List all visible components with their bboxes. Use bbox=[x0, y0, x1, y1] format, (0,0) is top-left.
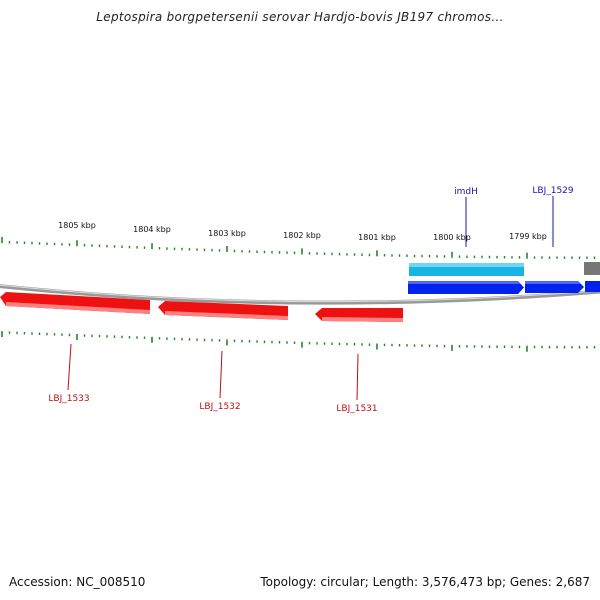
gene-next-forward-arrow[interactable] bbox=[585, 281, 600, 292]
gene-label-LBJ_1531[interactable]: LBJ_1531 bbox=[336, 404, 377, 414]
gene-next-gray[interactable] bbox=[584, 262, 600, 275]
accession-text: Accession: NC_008510 bbox=[9, 575, 146, 589]
scale-ticks-inner bbox=[1, 331, 596, 352]
scale-ticks-outer bbox=[1, 237, 596, 259]
gene-LBJ_1531[interactable] bbox=[315, 308, 403, 322]
gene-next-forward[interactable] bbox=[585, 281, 600, 292]
gene-imdH-arrow[interactable] bbox=[408, 281, 524, 294]
gene-next-gray-feature[interactable] bbox=[584, 262, 600, 275]
scale-label-1804: 1804 kbp bbox=[133, 225, 171, 234]
gene-imdH-arrow-shade bbox=[408, 281, 520, 284]
gene-label-LBJ_1532[interactable]: LBJ_1532 bbox=[199, 402, 240, 412]
gene-imdH-track[interactable] bbox=[409, 263, 524, 276]
gene-LBJ_1529[interactable] bbox=[525, 281, 584, 293]
gene-LBJ_1532-arrow-shade bbox=[165, 311, 288, 320]
label-leader-LBJ_1533 bbox=[67, 343, 72, 391]
gene-imdH-feature-shade bbox=[409, 263, 524, 267]
gene-label-LBJ_1533[interactable]: LBJ_1533 bbox=[48, 394, 89, 404]
gene-LBJ_1533[interactable] bbox=[0, 292, 150, 314]
scale-label-1801: 1801 kbp bbox=[358, 233, 396, 242]
label-leader-LBJ_1531 bbox=[356, 353, 359, 401]
scale-label-1800: 1800 kbp bbox=[433, 233, 471, 242]
gene-LBJ_1532[interactable] bbox=[158, 301, 288, 320]
scale-label-1805: 1805 kbp bbox=[58, 221, 96, 230]
gene-label-imdH[interactable]: imdH bbox=[454, 187, 478, 197]
scale-label-1799: 1799 kbp bbox=[509, 232, 547, 241]
chromosome-backbone bbox=[0, 284, 600, 305]
chromosome-backbone-highlight bbox=[0, 284, 600, 303]
topology-summary-text: Topology: circular; Length: 3,576,473 bp… bbox=[260, 575, 590, 589]
map-title: Leptospira borgpetersenii serovar Hardjo… bbox=[96, 10, 504, 24]
scale-label-1803: 1803 kbp bbox=[208, 229, 246, 238]
scale-label-1802: 1802 kbp bbox=[283, 231, 321, 240]
gene-LBJ_1529-arrow-shade bbox=[525, 281, 580, 284]
gene-LBJ_1533-arrow-shade bbox=[6, 302, 150, 314]
label-leader-LBJ_1532 bbox=[219, 350, 223, 399]
gene-label-LBJ_1529[interactable]: LBJ_1529 bbox=[532, 186, 574, 196]
gene-LBJ_1531-arrow-shade bbox=[322, 317, 403, 322]
gene-imdH[interactable] bbox=[408, 281, 524, 294]
